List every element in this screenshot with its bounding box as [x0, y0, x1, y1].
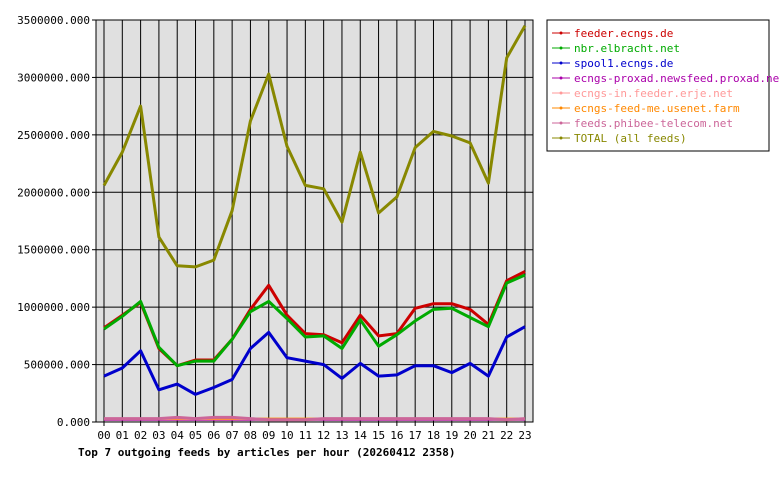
x-tick-label: 19 — [445, 429, 458, 442]
x-gridlines — [103, 20, 526, 422]
legend-label: TOTAL (all feeds) — [574, 132, 687, 145]
legend-label: ecngs-proxad.newsfeed.proxad.net — [574, 72, 780, 85]
series-line — [102, 24, 527, 269]
legend-label: feeder.ecngs.de — [574, 27, 673, 40]
legend-label: ecngs-feed-me.usenet.farm — [574, 102, 740, 115]
series-lines — [102, 24, 527, 422]
y-tick-label: 2000000.000 — [17, 186, 90, 199]
x-tick-label: 06 — [207, 429, 220, 442]
x-tick-label: 00 — [97, 429, 110, 442]
x-tick-label: 23 — [518, 429, 531, 442]
legend-marker — [559, 136, 563, 140]
legend-marker — [559, 121, 563, 125]
x-tick-label: 20 — [463, 429, 476, 442]
legend-marker — [559, 76, 563, 80]
y-tick-label: 1500000.000 — [17, 244, 90, 257]
x-tick-label: 22 — [500, 429, 513, 442]
plot-frame — [95, 19, 534, 423]
x-tick-label: 02 — [134, 429, 147, 442]
series-line — [103, 273, 526, 368]
x-tick-label: 21 — [482, 429, 495, 442]
x-tick-label: 11 — [299, 429, 312, 442]
legend-label: spool1.ecngs.de — [574, 57, 673, 70]
legend-label: nbr.elbracht.net — [574, 42, 680, 55]
legend-box — [546, 19, 770, 152]
series-line — [103, 325, 526, 396]
legend-marker — [559, 91, 563, 95]
legend-label: feeds.phibee-telecom.net — [574, 117, 733, 130]
series-line — [104, 415, 526, 422]
y-tick-label: 3500000.000 — [17, 14, 90, 27]
x-tick-label: 15 — [372, 429, 385, 442]
x-tick-label: 14 — [354, 429, 368, 442]
x-tick-label: 13 — [335, 429, 348, 442]
x-tick-label: 08 — [244, 429, 257, 442]
x-tick-label: 05 — [189, 429, 202, 442]
x-tick-label: 10 — [280, 429, 293, 442]
x-axis: 00 01 02 03 04 05 06 07 08 09 10 11 12 13 14 15 16 17 18 19… — [97, 422, 532, 442]
legend-marker — [559, 61, 563, 65]
x-tick-label: 12 — [317, 429, 330, 442]
x-tick-label: 07 — [226, 429, 239, 442]
legend-label: ecngs-in.feeder.erje.net — [574, 87, 733, 100]
chart-title: Top 7 outgoing feeds by articles per hou… — [78, 446, 456, 459]
y-axis: 0.000 500000.000 1000000.000 1500000.000 200… — [17, 14, 96, 429]
x-tick-label: 18 — [427, 429, 440, 442]
legend-marker — [559, 106, 563, 110]
y-tick-label: 2500000.000 — [17, 129, 90, 142]
y-tick-label: 1000000.000 — [17, 301, 90, 314]
plot-background — [96, 20, 533, 422]
legend: feeder.ecngs.de nbr.elbracht.net spool1.ec… — [546, 19, 780, 152]
x-tick-label: 09 — [262, 429, 275, 442]
x-tick-label: 17 — [409, 429, 422, 442]
x-tick-label: 03 — [152, 429, 165, 442]
legend-marker — [559, 31, 563, 35]
x-tick-label: 04 — [171, 429, 185, 442]
x-tick-label: 16 — [390, 429, 403, 442]
y-tick-label: 3000000.000 — [17, 71, 90, 84]
y-tick-label: 0.000 — [57, 416, 90, 429]
x-tick-label: 01 — [116, 429, 129, 442]
legend-marker — [559, 46, 563, 50]
y-tick-label: 500000.000 — [24, 359, 90, 372]
